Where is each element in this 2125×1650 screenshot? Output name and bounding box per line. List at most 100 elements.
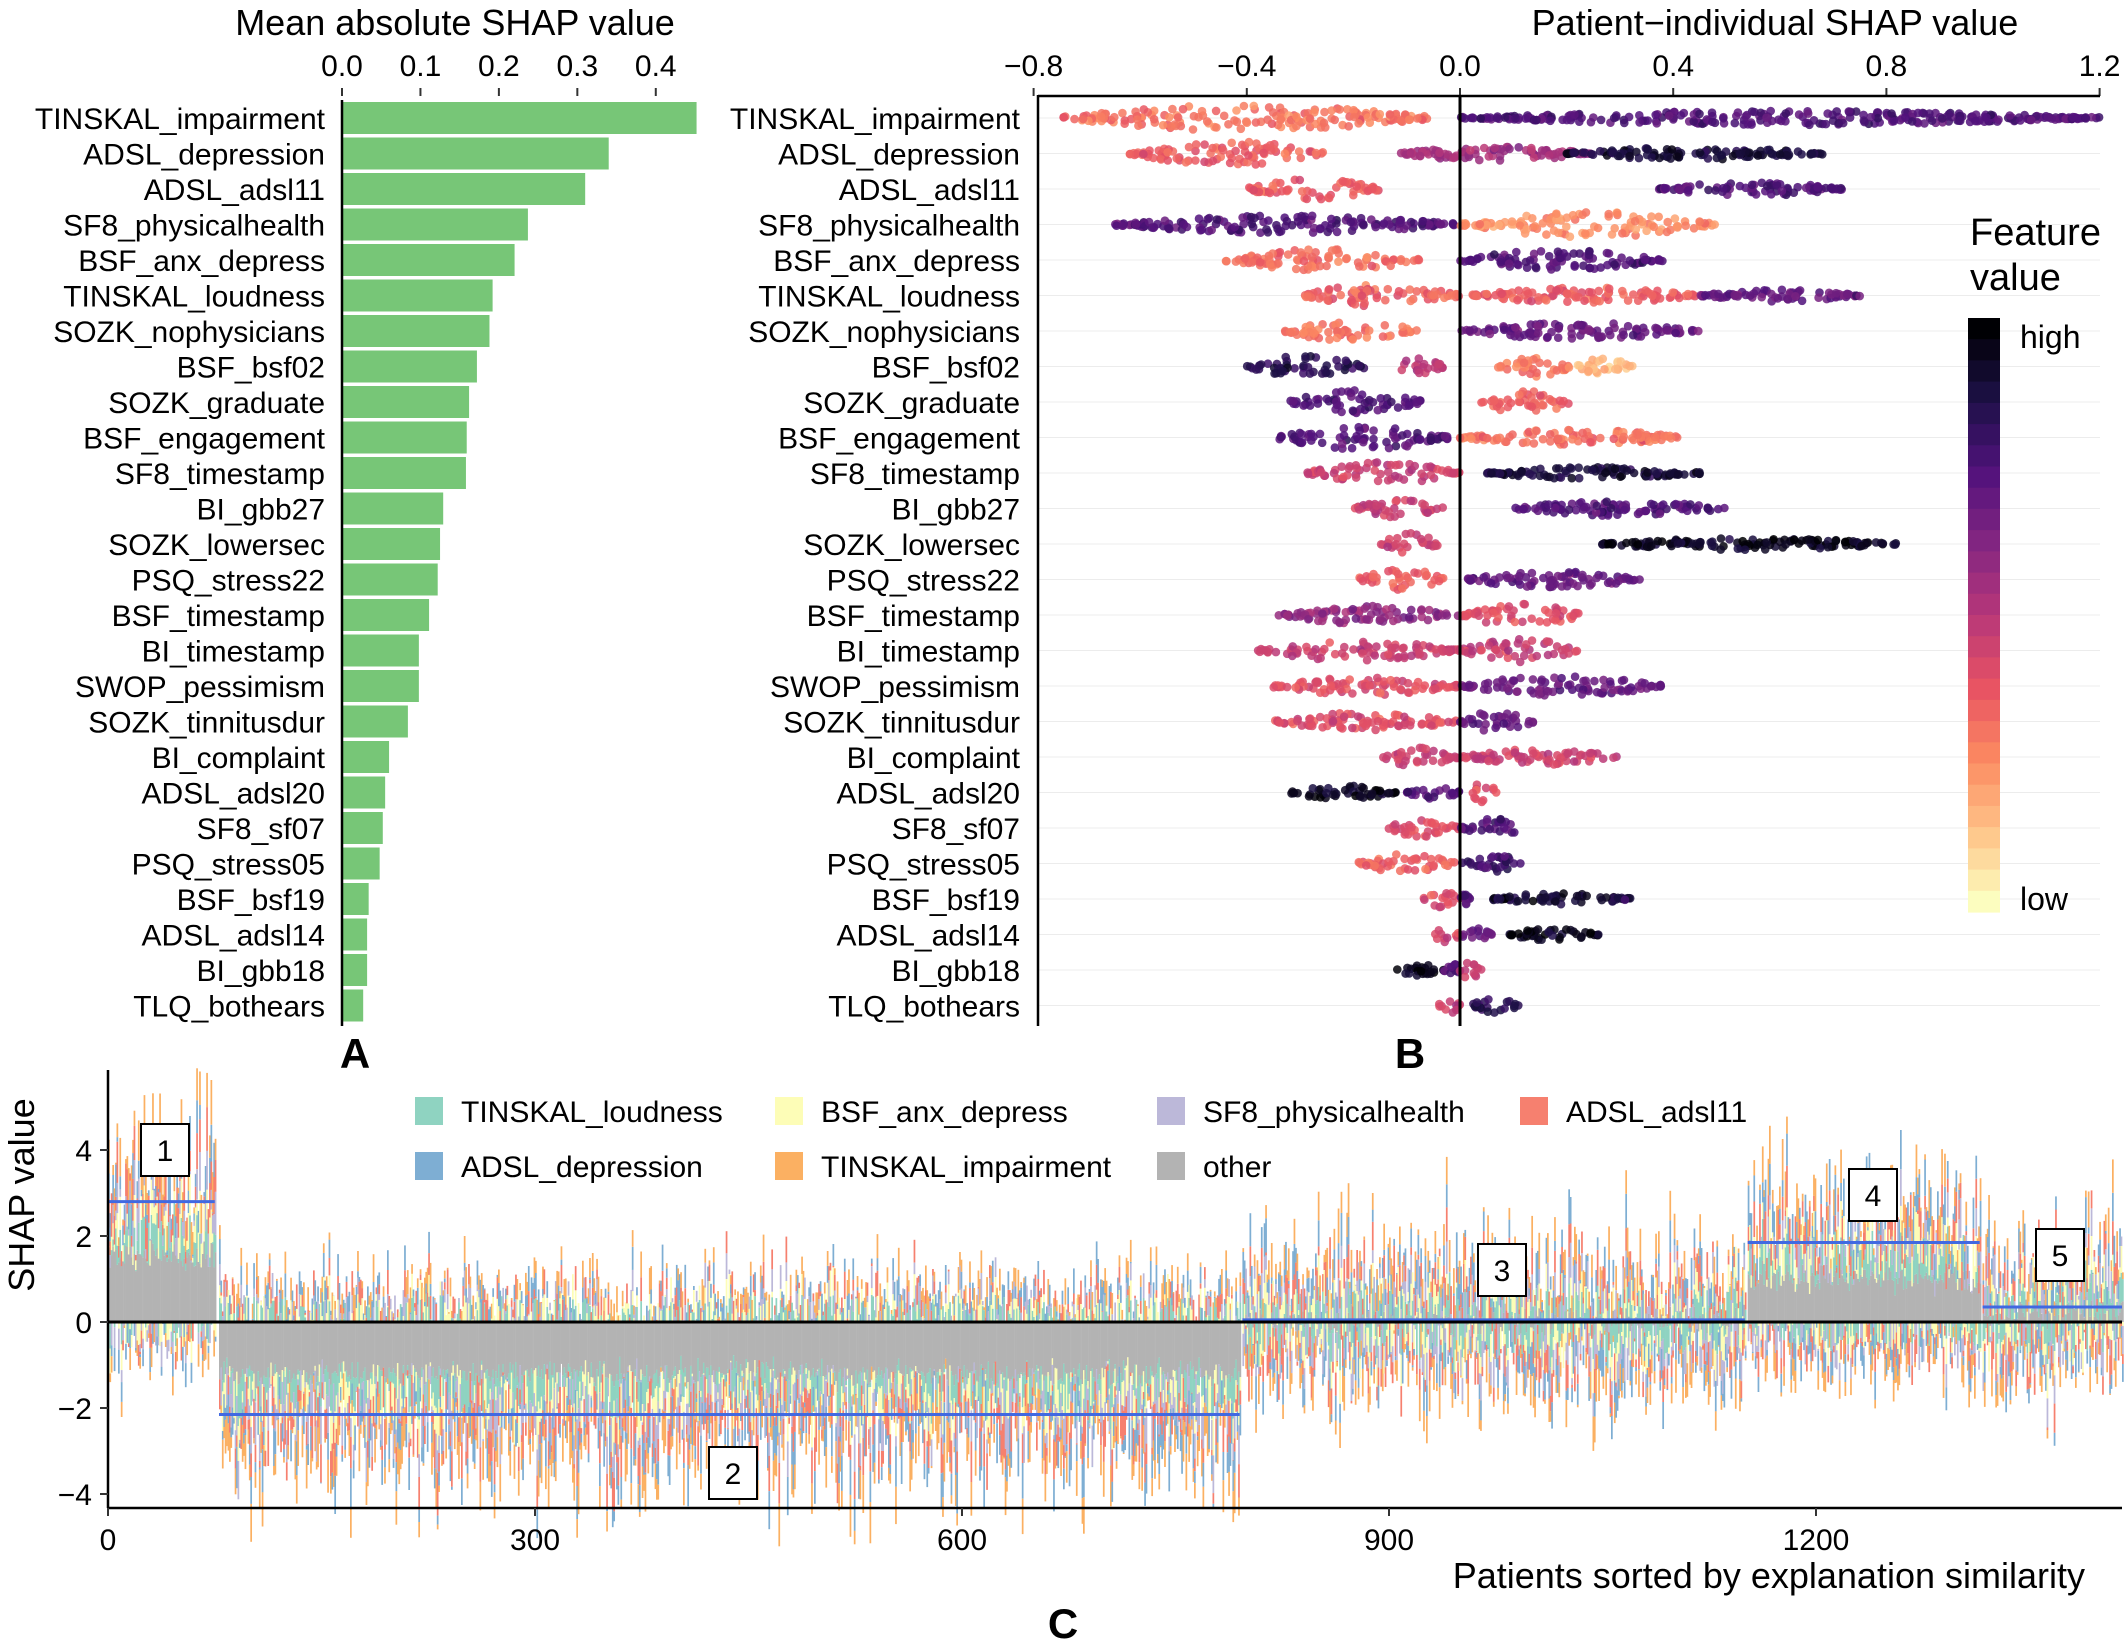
panel-b-point [1695, 109, 1704, 119]
panel-b-point [1651, 323, 1660, 333]
panel-b-point [1194, 214, 1204, 223]
panel-b-point [1569, 611, 1578, 621]
panel-c-bar-segment [146, 1330, 149, 1342]
panel-c-bar-segment [177, 1262, 180, 1322]
panel-b-point [1112, 221, 1121, 230]
panel-a-label: A [340, 1030, 370, 1077]
panel-b-point [1592, 687, 1602, 697]
panel-b-point [1619, 432, 1629, 442]
panel-c-bar-segment [183, 1322, 186, 1338]
colorbar-step [1968, 615, 2000, 637]
panel-c-bar-segment [204, 1336, 207, 1360]
panel-c-bar-segment [173, 1191, 176, 1201]
panel-b-point [1751, 190, 1761, 199]
panel-b-point [1349, 105, 1358, 115]
panel-c-bar-segment [122, 1261, 124, 1322]
panel-b-point [1369, 426, 1378, 435]
panel-b-point [1358, 649, 1367, 658]
panel-c-bar-segment [142, 1349, 144, 1367]
panel-b-point [1339, 431, 1349, 440]
panel-b-point [1369, 441, 1379, 451]
panel-b-point [1610, 464, 1620, 474]
panel-c-bar-segment [268, 1265, 271, 1290]
panel-b-point [1570, 262, 1579, 271]
panel-a-category-label: BSF_bsf02 [177, 352, 325, 385]
panel-b-point [1489, 396, 1499, 406]
panel-b-point [1265, 141, 1275, 150]
panel-b-point [1628, 330, 1638, 340]
panel-c-bar-segment [197, 1344, 200, 1367]
panel-b-point [1540, 893, 1550, 903]
panel-b-point [1412, 397, 1421, 407]
panel-b-point [1469, 960, 1479, 969]
panel-c-bar-segment [207, 1233, 210, 1267]
panel-b-point [1725, 535, 1734, 544]
panel-c-bar-segment [177, 1187, 180, 1194]
panel-b-point [1574, 292, 1583, 302]
panel-b-point [1371, 222, 1380, 232]
panel-b-point [1564, 363, 1574, 372]
panel-b-point [1479, 143, 1489, 153]
panel-b-point [1403, 688, 1413, 697]
panel-b-point [1714, 289, 1723, 299]
panel-b-point [1511, 503, 1520, 513]
panel-b-point [2061, 114, 2070, 124]
panel-c-bar-segment [283, 1449, 285, 1457]
panel-b-point [1514, 286, 1523, 295]
panel-b-point [1823, 542, 1833, 552]
panel-c-bar-segment [126, 1156, 129, 1170]
panel-b-point [1766, 106, 1775, 116]
panel-b-point [1581, 208, 1591, 217]
panel-b: Patient−individual SHAP value −0.8 −0.4 0.… [730, 2, 2121, 1077]
panel-b-point [1156, 155, 1166, 164]
panel-b-point [1181, 158, 1191, 167]
panel-b-point [1317, 438, 1327, 448]
panel-b-point [1387, 397, 1396, 407]
panel-c-bar-segment [247, 1297, 250, 1322]
panel-b-point [1305, 714, 1314, 724]
panel-b-point [1593, 331, 1603, 341]
panel-b-point [1630, 216, 1640, 226]
panel-b-point [1544, 251, 1554, 261]
panel-b-point [1495, 433, 1505, 443]
panel-b-point [1971, 116, 1980, 126]
panel-b-point [1368, 601, 1377, 611]
panel-b-point [1384, 857, 1393, 866]
panel-b-point [1342, 254, 1351, 264]
panel-b-point [1334, 249, 1343, 258]
colorbar-step [1968, 593, 2000, 616]
panel-b-feature-labels: TINSKAL_impairmentADSL_depressionADSL_ad… [730, 103, 1021, 1024]
panel-b-point [1304, 792, 1314, 801]
panel-b-point [1405, 285, 1415, 294]
panel-b-point [1334, 362, 1343, 371]
panel-b-point [1763, 145, 1772, 155]
panel-b-point [1803, 109, 1813, 118]
panel-b-point [1395, 216, 1405, 225]
panel-c-bar-segment [177, 1237, 180, 1259]
panel-b-point [2026, 115, 2036, 125]
panel-b-point [1609, 113, 1619, 123]
panel-b-point [1400, 651, 1409, 661]
panel-c-bar-segment [281, 1370, 284, 1382]
panel-b-point [1343, 105, 1352, 114]
panel-c-bar-segment [263, 1445, 265, 1466]
panel-b-point [1372, 293, 1382, 303]
panel-c-bar-segment [160, 1366, 163, 1376]
panel-b-point [1282, 682, 1292, 692]
panel-c-bar-segment [201, 1354, 204, 1361]
panel-b-point [1316, 194, 1326, 204]
panel-a-category-labels: TINSKAL_impairmentADSL_depressionADSL_ad… [35, 103, 326, 1024]
panel-b-point [1600, 365, 1609, 374]
panel-b-point [1667, 145, 1677, 154]
panel-b-point [1488, 852, 1497, 861]
colorbar-step [1968, 466, 2000, 489]
panel-b-point [1434, 359, 1443, 369]
panel-b-point [1296, 153, 1306, 163]
panel-c-bar-segment [164, 1322, 167, 1334]
panel-b-point [1518, 617, 1527, 627]
panel-b-point [1491, 645, 1501, 655]
panel-b-point [1324, 327, 1333, 337]
panel-b-point [1662, 227, 1672, 237]
panel-b-point [1249, 185, 1258, 195]
panel-b-point [1393, 965, 1402, 974]
